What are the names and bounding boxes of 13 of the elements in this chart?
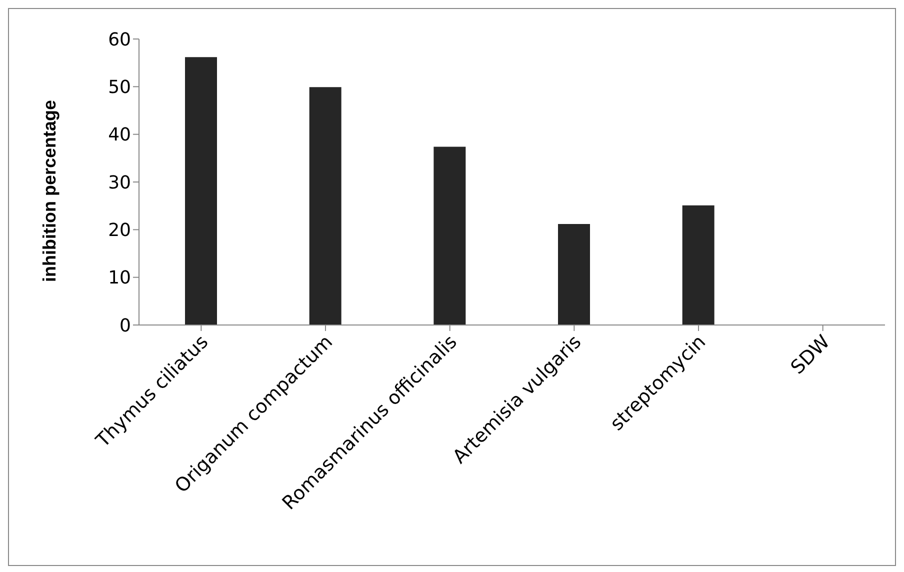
bar <box>682 205 714 325</box>
y-axis-title: inhibition percentage <box>39 100 60 282</box>
y-tick-label: 40 <box>108 124 131 146</box>
y-tick-label: 0 <box>120 315 131 336</box>
bar <box>185 57 217 325</box>
bar <box>434 146 466 325</box>
y-tick-label: 10 <box>108 268 131 289</box>
y-tick-label: 50 <box>108 77 131 98</box>
y-tick-label: 60 <box>108 29 131 50</box>
y-tick-label: 20 <box>108 220 131 242</box>
y-tick-label: 30 <box>108 172 131 194</box>
bar <box>558 224 590 325</box>
bar <box>309 87 342 325</box>
